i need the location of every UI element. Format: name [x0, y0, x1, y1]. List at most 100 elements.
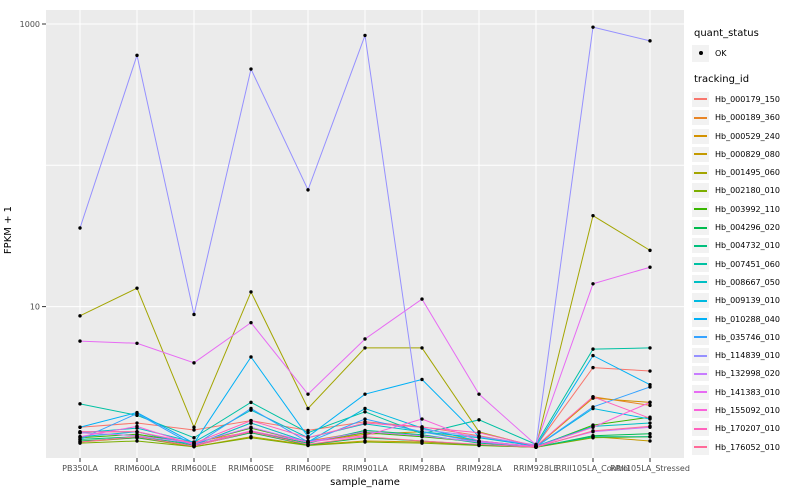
series-color-line-icon	[694, 171, 707, 174]
x-tick-label: PB350LA	[62, 464, 98, 473]
data-point	[363, 435, 367, 439]
data-point	[306, 436, 310, 440]
data-point	[591, 213, 595, 218]
data-point	[135, 435, 139, 439]
data-point	[363, 406, 367, 411]
series-color-line-icon	[694, 336, 707, 339]
legend-key-icon	[692, 128, 709, 144]
data-point	[249, 406, 253, 411]
data-point	[648, 432, 652, 436]
data-point	[648, 369, 652, 373]
x-tick-label: RRIM901LA	[342, 464, 388, 473]
data-point	[420, 377, 424, 382]
legend-item: Hb_176052_010	[692, 438, 798, 456]
legend-item: Hb_007451_060	[692, 255, 798, 273]
legend-item: Hb_003992_110	[692, 200, 798, 218]
legend-item: Hb_004732_010	[692, 237, 798, 255]
legend-item: Hb_132998_020	[692, 365, 798, 383]
data-point	[591, 395, 595, 399]
legend-key-icon	[692, 146, 709, 162]
x-tick-label: RRII105LA_Control	[556, 464, 630, 473]
data-point	[135, 411, 139, 416]
data-point	[648, 403, 652, 408]
series-color-line-icon	[694, 427, 707, 430]
series-color-line-icon	[694, 135, 707, 138]
series-color-line-icon	[694, 409, 707, 412]
legend-item: Hb_000179_150	[692, 90, 798, 108]
data-point	[78, 430, 82, 434]
legend-item-label: Hb_002180_010	[715, 186, 780, 196]
legend-item: Hb_008667_050	[692, 273, 798, 291]
legend-key-icon	[692, 220, 709, 236]
legend-item-label: Hb_035746_010	[715, 332, 780, 342]
data-point	[192, 312, 196, 317]
data-point	[477, 435, 481, 439]
legend-key-icon	[692, 165, 709, 181]
legend-key-icon	[692, 238, 709, 254]
legend-item-label: OK	[715, 48, 727, 58]
legend-key-icon	[692, 384, 709, 400]
data-point	[420, 433, 424, 438]
series-color-line-icon	[694, 208, 707, 211]
legend-item-label: Hb_132998_020	[715, 369, 780, 379]
data-point	[249, 418, 253, 423]
series-color-line-icon	[694, 263, 707, 266]
data-point	[420, 425, 424, 429]
series-color-line-icon	[694, 116, 707, 119]
legend-item-label: Hb_000179_150	[715, 94, 780, 104]
data-point	[591, 282, 595, 286]
data-point	[363, 33, 367, 38]
series-color-line-icon	[694, 372, 707, 375]
data-point	[648, 385, 652, 389]
legend-key-icon	[692, 110, 709, 126]
data-point	[477, 392, 481, 396]
data-point	[249, 400, 253, 405]
legend-item-label: Hb_003992_110	[715, 204, 780, 214]
legend-item: Hb_010288_040	[692, 310, 798, 328]
data-point	[363, 410, 367, 414]
legend-section-tracking-id: tracking_id Hb_000179_150 Hb_000189_360 Hb…	[692, 74, 798, 456]
legend-item: Hb_001495_060	[692, 163, 798, 181]
data-point	[363, 417, 367, 421]
data-point	[420, 439, 424, 443]
legend-key-icon	[692, 311, 709, 327]
data-point	[78, 425, 82, 429]
x-tick-label: RRIM600LE	[171, 464, 216, 473]
data-point	[363, 430, 367, 434]
legend-item-label: Hb_000829_080	[715, 149, 780, 159]
data-point	[135, 53, 139, 58]
series-color-line-icon	[694, 153, 707, 156]
legend-item-label: Hb_008667_050	[715, 277, 780, 287]
data-point	[591, 425, 595, 429]
legend-item: Hb_002180_010	[692, 182, 798, 200]
legend-item: Hb_141383_010	[692, 383, 798, 401]
data-point	[306, 406, 310, 411]
legend-item-label: Hb_114839_010	[715, 351, 780, 361]
x-tick-label: RRIM928LA	[456, 464, 502, 473]
data-point	[591, 347, 595, 351]
legend-item-label: Hb_170207_010	[715, 424, 780, 434]
data-point	[192, 428, 196, 432]
data-point	[78, 402, 82, 406]
x-tick-label: RRIM600PE	[285, 464, 331, 473]
data-point	[249, 421, 253, 425]
legend-item: Hb_000189_360	[692, 109, 798, 127]
data-point	[477, 418, 481, 422]
series-color-line-icon	[694, 98, 707, 101]
legend-item: Hb_000529_240	[692, 127, 798, 145]
data-point	[648, 416, 652, 420]
legend: quant_status OK tracking_id Hb_000179_15…	[692, 28, 798, 468]
legend-key-icon	[692, 348, 709, 364]
data-point	[363, 392, 367, 396]
y-tick-label: 1000	[20, 20, 40, 29]
data-point	[306, 431, 310, 435]
legend-title-tracking-id: tracking_id	[694, 74, 750, 86]
data-point	[648, 248, 652, 253]
legend-item-label: Hb_009139_010	[715, 296, 780, 306]
data-point	[135, 424, 139, 429]
legend-item: Hb_035746_010	[692, 328, 798, 346]
legend-key-icon	[692, 439, 709, 455]
data-point	[78, 339, 82, 343]
data-point	[135, 430, 139, 434]
